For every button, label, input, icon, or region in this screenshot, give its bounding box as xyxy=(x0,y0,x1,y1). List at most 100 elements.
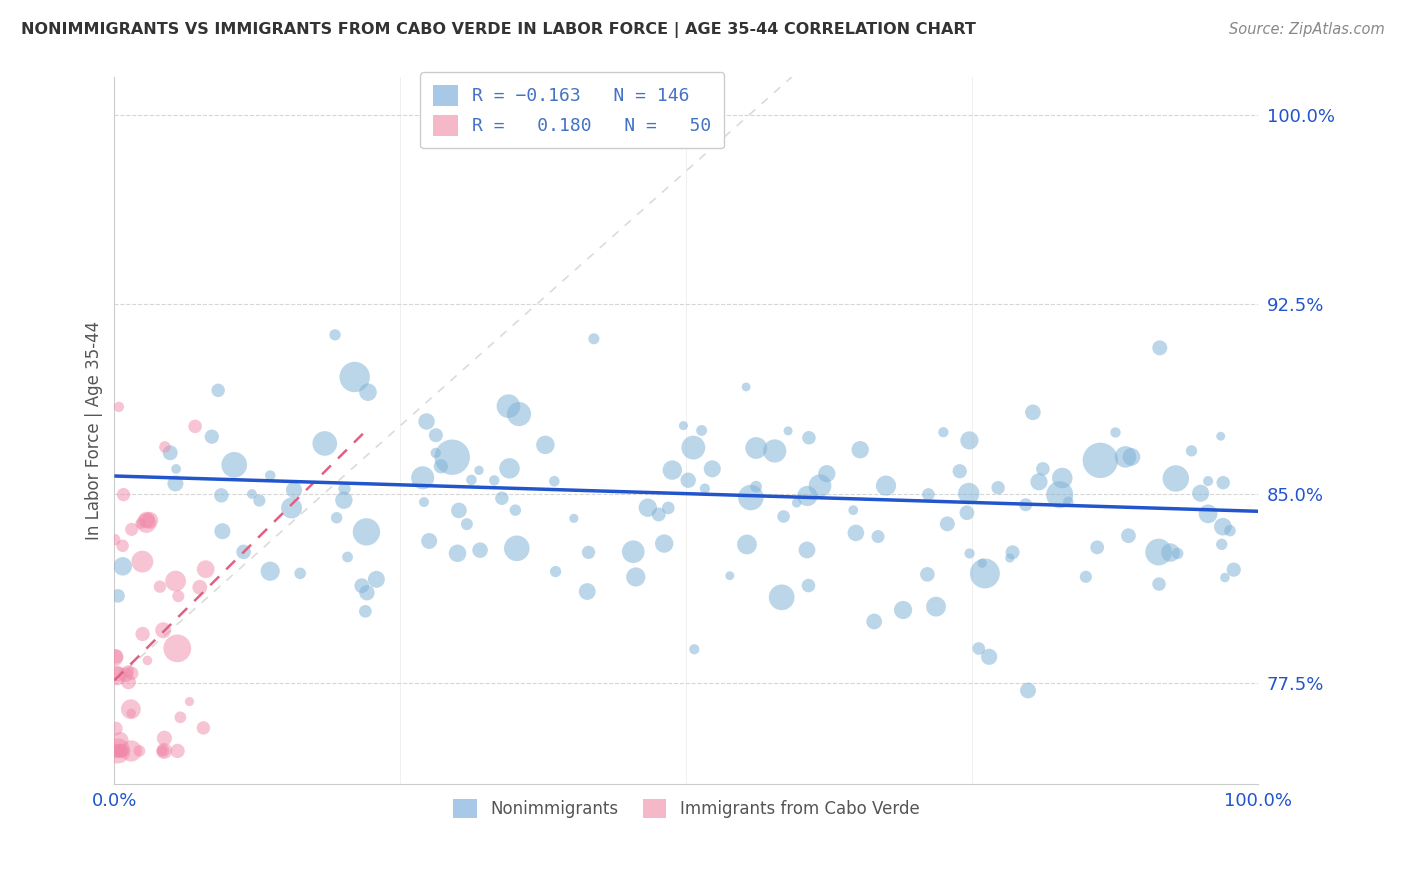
Point xyxy=(314,436,336,450)
Point xyxy=(110,733,132,747)
Point xyxy=(111,539,134,553)
Point xyxy=(104,744,127,758)
Text: NONIMMIGRANTS VS IMMIGRANTS FROM CABO VERDE IN LABOR FORCE | AGE 35-44 CORRELATI: NONIMMIGRANTS VS IMMIGRANTS FROM CABO VE… xyxy=(21,22,976,38)
Point xyxy=(1118,529,1140,543)
Point xyxy=(259,468,281,483)
Point xyxy=(121,666,143,681)
Point xyxy=(460,473,482,487)
Point xyxy=(333,482,356,496)
Point xyxy=(103,650,125,665)
Point xyxy=(336,549,359,564)
Point xyxy=(772,509,794,524)
Point xyxy=(356,586,378,600)
Point xyxy=(959,546,981,560)
Point xyxy=(498,399,520,413)
Point xyxy=(702,462,724,476)
Point xyxy=(153,731,176,746)
Point xyxy=(447,503,470,517)
Point xyxy=(184,419,207,434)
Point xyxy=(152,744,174,758)
Point xyxy=(167,589,190,603)
Point xyxy=(797,431,820,445)
Point xyxy=(105,668,128,682)
Point xyxy=(129,516,152,531)
Point xyxy=(1197,507,1219,521)
Point xyxy=(1052,471,1074,485)
Point xyxy=(456,517,478,532)
Point xyxy=(1159,545,1181,559)
Point xyxy=(166,744,188,758)
Point xyxy=(107,744,129,758)
Point xyxy=(209,488,232,502)
Point xyxy=(932,425,955,440)
Point xyxy=(139,513,162,527)
Point xyxy=(498,461,520,475)
Point xyxy=(1147,545,1170,559)
Point xyxy=(1001,545,1024,559)
Point xyxy=(152,744,174,758)
Point xyxy=(735,537,758,551)
Point xyxy=(845,525,868,540)
Point xyxy=(956,506,979,520)
Point xyxy=(661,463,683,477)
Point xyxy=(1212,519,1234,533)
Point xyxy=(131,555,153,569)
Point xyxy=(849,442,872,457)
Point xyxy=(637,500,659,515)
Point xyxy=(120,706,142,721)
Point xyxy=(165,476,187,491)
Point xyxy=(425,446,447,460)
Point xyxy=(657,500,679,515)
Point xyxy=(690,424,713,438)
Point xyxy=(128,744,150,758)
Point xyxy=(107,667,129,681)
Point xyxy=(647,508,669,522)
Point xyxy=(718,568,741,582)
Point xyxy=(917,487,939,501)
Point xyxy=(350,579,373,593)
Point xyxy=(957,434,980,448)
Point xyxy=(917,567,939,582)
Point xyxy=(484,474,506,488)
Point xyxy=(153,440,176,454)
Point xyxy=(240,487,263,501)
Point xyxy=(117,664,139,678)
Point xyxy=(111,744,134,758)
Point xyxy=(1189,486,1212,500)
Point xyxy=(491,491,513,506)
Point xyxy=(796,489,818,503)
Point xyxy=(136,653,159,667)
Point xyxy=(1015,498,1038,512)
Legend: Nonimmigrants, Immigrants from Cabo Verde: Nonimmigrants, Immigrants from Cabo Verd… xyxy=(447,792,927,825)
Point xyxy=(1164,471,1187,485)
Point xyxy=(508,407,530,421)
Point xyxy=(534,438,557,452)
Point xyxy=(159,446,181,460)
Point xyxy=(207,384,229,398)
Point xyxy=(149,580,172,594)
Point xyxy=(544,565,567,579)
Point xyxy=(357,385,380,400)
Point xyxy=(1121,450,1143,464)
Point xyxy=(863,615,886,629)
Point xyxy=(135,516,157,530)
Point xyxy=(936,516,959,531)
Point xyxy=(1104,425,1126,440)
Point xyxy=(891,603,914,617)
Point xyxy=(506,541,529,556)
Point xyxy=(1211,537,1233,551)
Point xyxy=(676,473,699,487)
Point xyxy=(735,380,758,394)
Point xyxy=(1219,524,1241,538)
Point xyxy=(1222,563,1244,577)
Point xyxy=(1197,474,1219,488)
Point xyxy=(366,572,388,586)
Point xyxy=(283,483,305,497)
Point xyxy=(505,503,527,517)
Point xyxy=(193,721,215,735)
Point xyxy=(842,503,865,517)
Point xyxy=(987,481,1010,495)
Point xyxy=(1209,429,1232,443)
Point xyxy=(111,559,134,574)
Point xyxy=(972,556,994,570)
